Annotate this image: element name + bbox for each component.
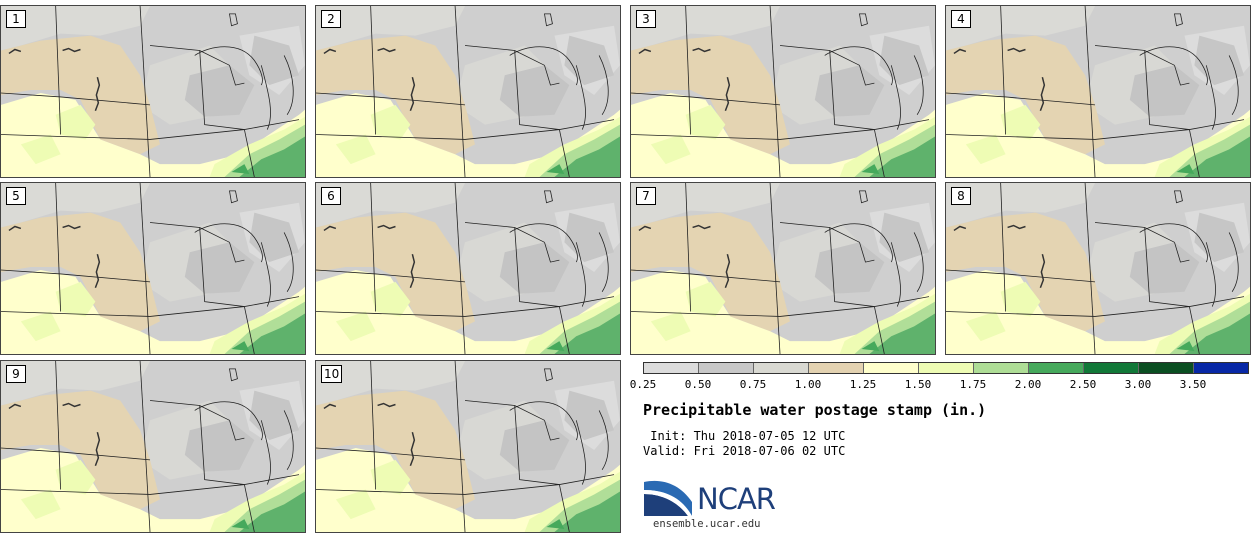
- member-number-label: 6: [321, 187, 341, 205]
- member-number-label: 10: [321, 365, 343, 383]
- ensemble-member-panel: 7: [630, 182, 936, 355]
- ensemble-member-panel: 6: [315, 182, 621, 355]
- member-number-label: 5: [6, 187, 26, 205]
- colorbar-segment: [809, 363, 864, 373]
- figure-title: Precipitable water postage stamp (in.): [643, 401, 987, 419]
- ensemble-member-panel: 10: [315, 360, 621, 533]
- init-time: Init: Thu 2018-07-05 12 UTC: [643, 429, 846, 443]
- member-number-label: 4: [951, 10, 971, 28]
- ensemble-member-panel: 5: [0, 182, 306, 355]
- member-number-label: 2: [321, 10, 341, 28]
- colorbar-tick-label: 0.50: [684, 378, 712, 391]
- colorbar-tick-label: 0.25: [629, 378, 657, 391]
- precipitable-water-map: [316, 361, 620, 532]
- colorbar-tick-label: 3.00: [1124, 378, 1152, 391]
- colorbar-tick-label: 0.75: [739, 378, 767, 391]
- precipitable-water-map: [316, 6, 620, 177]
- colorbar-tick-label: 1.50: [904, 378, 932, 391]
- member-number-label: 7: [636, 187, 656, 205]
- ncar-logo-text: NCAR: [697, 482, 776, 516]
- precipitable-water-map: [1, 361, 305, 532]
- ensemble-member-panel: 3: [630, 5, 936, 178]
- colorbar-tick-label: 2.50: [1069, 378, 1097, 391]
- ensemble-member-panel: 9: [0, 360, 306, 533]
- member-number-label: 1: [6, 10, 26, 28]
- colorbar-tick-label: 1.25: [849, 378, 877, 391]
- colorbar-segment: [699, 363, 754, 373]
- colorbar-tick-label: 2.00: [1014, 378, 1042, 391]
- precipitable-water-map: [316, 183, 620, 354]
- precipitable-water-map: [946, 6, 1250, 177]
- colorbar-segment: [1139, 363, 1194, 373]
- ensemble-member-panel: 4: [945, 5, 1251, 178]
- ensemble-member-panel: 8: [945, 182, 1251, 355]
- precipitable-water-map: [946, 183, 1250, 354]
- precipitable-water-map: [631, 183, 935, 354]
- ensemble-member-panel: 2: [315, 5, 621, 178]
- colorbar-segment: [1084, 363, 1139, 373]
- member-number-label: 9: [6, 365, 26, 383]
- ncar-swoosh-icon: [644, 480, 692, 516]
- valid-time: Valid: Fri 2018-07-06 02 UTC: [643, 444, 846, 458]
- website-url: ensemble.ucar.edu: [653, 518, 761, 530]
- member-number-label: 3: [636, 10, 656, 28]
- member-number-label: 8: [951, 187, 971, 205]
- colorbar: [643, 362, 1249, 374]
- ensemble-member-panel: 1: [0, 5, 306, 178]
- colorbar-segment: [919, 363, 974, 373]
- colorbar-tick-label: 1.00: [794, 378, 822, 391]
- precipitable-water-map: [1, 183, 305, 354]
- colorbar-tick-label: 3.50: [1179, 378, 1207, 391]
- colorbar-segment: [754, 363, 809, 373]
- colorbar-segment: [864, 363, 919, 373]
- colorbar-segment: [974, 363, 1029, 373]
- precipitable-water-map: [631, 6, 935, 177]
- colorbar-tick-label: 1.75: [959, 378, 987, 391]
- precipitable-water-map: [1, 6, 305, 177]
- colorbar-tick-labels: 0.25 0.50 0.75 1.00 1.25 1.50 1.75 2.00 …: [630, 378, 1249, 392]
- colorbar-segment: [1029, 363, 1084, 373]
- ncar-logo: NCAR ensemble.ucar.edu: [642, 476, 812, 532]
- colorbar-segment: [1194, 363, 1248, 373]
- colorbar-segment: [644, 363, 699, 373]
